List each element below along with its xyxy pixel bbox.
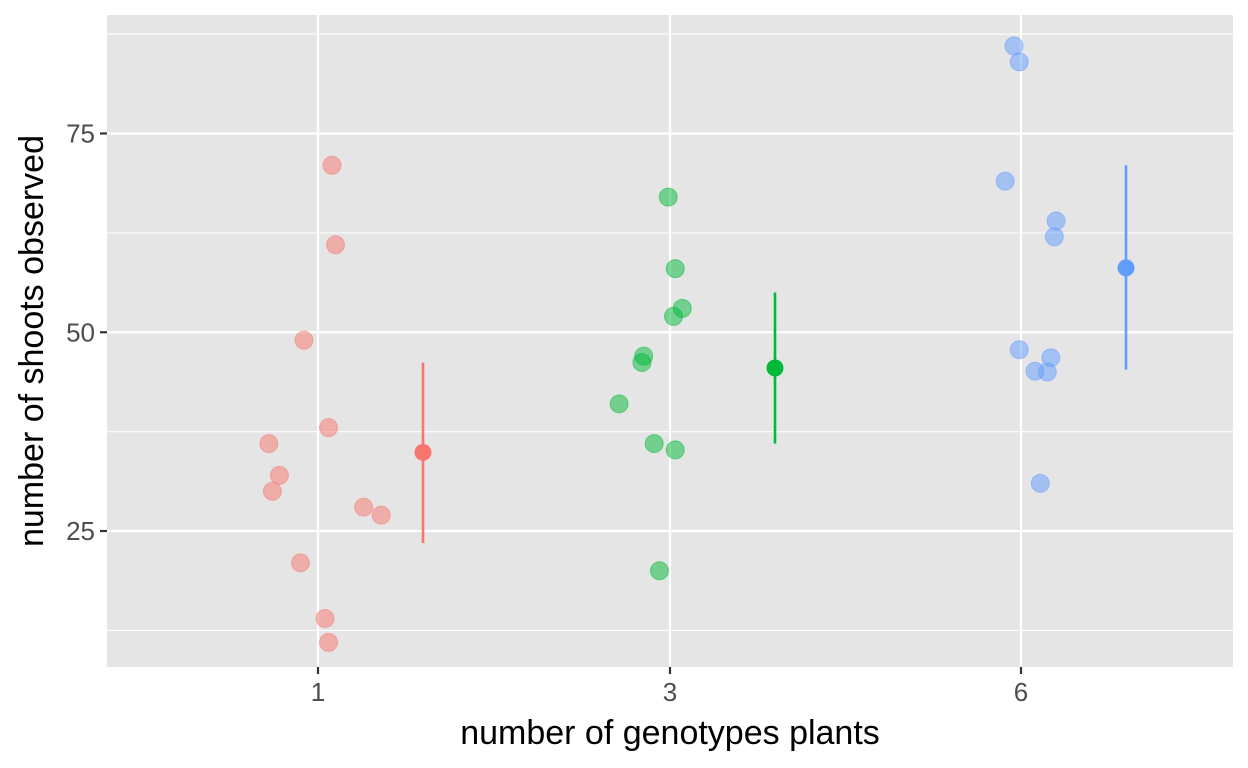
mean-point xyxy=(414,443,432,461)
data-point xyxy=(322,155,342,175)
mean-error-bars xyxy=(414,165,1135,543)
data-point xyxy=(1004,36,1024,56)
data-point xyxy=(259,434,279,454)
data-point xyxy=(664,306,684,326)
y-tick-label: 75 xyxy=(66,118,95,148)
mean-point xyxy=(766,359,784,377)
data-point xyxy=(269,465,289,485)
data-point xyxy=(658,187,678,207)
data-point xyxy=(319,632,339,652)
data-point xyxy=(1044,227,1064,247)
data-point xyxy=(665,259,685,279)
data-point xyxy=(995,171,1015,191)
data-point xyxy=(1030,473,1050,493)
data-point xyxy=(294,330,314,350)
y-tick-label: 25 xyxy=(66,516,95,546)
y-axis-title: number of shoots observed xyxy=(13,135,51,547)
data-point xyxy=(665,440,685,460)
data-point xyxy=(649,561,669,581)
data-point xyxy=(1037,362,1057,382)
data-point xyxy=(1046,211,1066,231)
data-point xyxy=(609,394,629,414)
x-tick-label: 3 xyxy=(663,677,677,707)
data-point xyxy=(319,418,339,438)
data-point xyxy=(354,497,374,517)
data-point xyxy=(1009,340,1029,360)
y-tick-label: 50 xyxy=(66,317,95,347)
x-axis-title: number of genotypes plants xyxy=(460,714,880,752)
data-point xyxy=(632,352,652,372)
data-point xyxy=(326,235,346,255)
mean-point xyxy=(1117,259,1135,277)
data-point xyxy=(1009,52,1029,72)
y-axis: 25 50 75 xyxy=(66,118,107,546)
data-point xyxy=(315,608,335,628)
x-tick-label: 6 xyxy=(1014,677,1028,707)
data-point xyxy=(290,553,310,573)
x-axis: 1 3 6 xyxy=(311,667,1028,707)
data-points xyxy=(259,36,1066,652)
data-point xyxy=(262,481,282,501)
data-point xyxy=(644,434,664,454)
x-tick-label: 1 xyxy=(311,677,325,707)
data-point xyxy=(371,505,391,525)
